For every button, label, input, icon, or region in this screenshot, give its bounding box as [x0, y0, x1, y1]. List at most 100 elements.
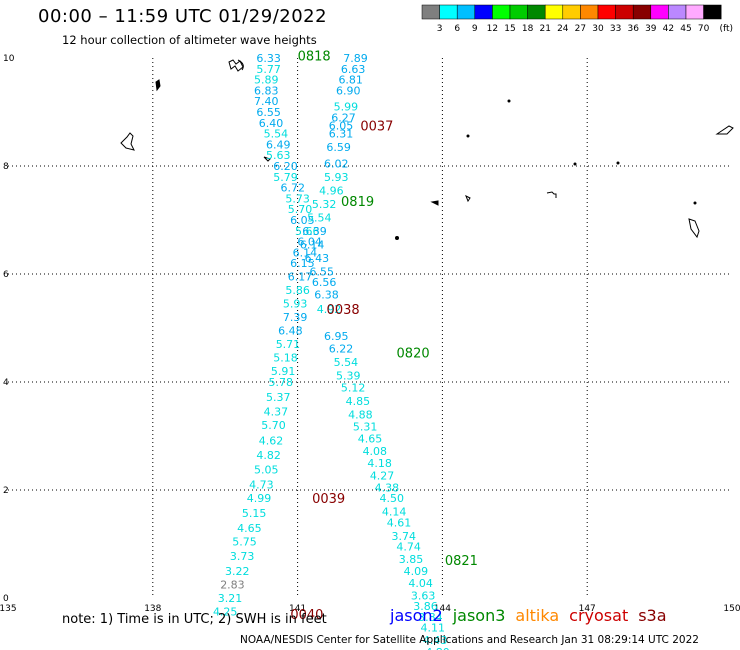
wave-height-value: 3.21 — [218, 592, 243, 605]
pass-time-label: 0038 — [327, 303, 360, 318]
legend-swatch — [562, 4, 581, 20]
wave-height-value: 5.73 — [285, 192, 310, 205]
wave-height-value: 5.70 — [261, 419, 286, 432]
wave-height-value: 6.02 — [324, 157, 349, 170]
legend-tick-label: 30 — [592, 24, 604, 34]
legend-tick-label: 18 — [522, 24, 534, 34]
wave-height-value: 4.96 — [319, 184, 344, 197]
island-outline — [507, 99, 511, 103]
island-outline — [120, 132, 135, 151]
legend-swatch — [650, 4, 669, 20]
wave-height-value: 6.27 — [331, 111, 356, 124]
wave-height-value: 2.83 — [220, 579, 245, 592]
pass-time-label: 0037 — [360, 120, 393, 135]
y-tick-label: 4 — [3, 378, 9, 388]
legend-swatch — [632, 4, 652, 20]
wave-height-value: 5.15 — [242, 507, 267, 520]
island-outline — [573, 162, 577, 166]
wave-height-value: 6.31 — [329, 128, 354, 141]
legend-swatch — [492, 4, 511, 20]
legend-tick-label: 70 — [698, 24, 710, 34]
island-outline — [466, 134, 470, 138]
wave-height-value: 4.85 — [346, 395, 371, 408]
legend-swatch — [615, 4, 634, 20]
wave-height-value: 4.27 — [370, 469, 395, 482]
island-outline — [715, 125, 734, 135]
satellite-name-s3a: s3a — [638, 606, 667, 625]
wave-height-value: 6.17 — [288, 271, 313, 284]
legend-swatch — [597, 4, 616, 20]
wave-height-value: 5.93 — [324, 171, 349, 184]
wave-height-value: 6.63 — [341, 63, 366, 76]
wave-height-value: 4.62 — [259, 434, 284, 447]
wave-height-value: 5.91 — [271, 365, 296, 378]
legend-tick-label: 15 — [504, 24, 515, 34]
legend-tick-label: 12 — [487, 24, 498, 34]
wave-height-points: 6.335.775.896.837.406.556.405.546.495.63… — [213, 52, 450, 650]
wave-height-value: 5.32 — [312, 198, 337, 211]
pass-time-label: 0040 — [290, 608, 323, 623]
wave-height-value: 6.05 — [329, 120, 354, 133]
island-outline — [263, 156, 271, 162]
legend-tick-label: 33 — [610, 24, 621, 34]
wave-height-value: 5.63 — [266, 149, 291, 162]
wave-height-value: 4.08 — [363, 445, 388, 458]
wave-height-value: 5.54 — [307, 211, 332, 224]
wave-height-value: 4.74 — [396, 541, 421, 554]
legend-tick-label: 6 — [454, 24, 460, 34]
wave-height-value: 6.83 — [254, 84, 279, 97]
x-tick-label: 135 — [0, 604, 17, 614]
y-tick-label: 10 — [3, 54, 15, 64]
wave-height-value: 6.40 — [259, 117, 284, 130]
legend-swatch — [474, 4, 493, 20]
x-tick-label: 147 — [579, 604, 596, 614]
legend-swatch — [439, 4, 458, 20]
legend-swatch — [685, 4, 704, 20]
wave-height-value: 6.56 — [312, 276, 337, 289]
footer-credit: NOAA/NESDIS Center for Satellite Applica… — [240, 634, 699, 646]
x-tick-label: 150 — [723, 604, 740, 614]
page-subtitle: 12 hour collection of altimeter wave hei… — [62, 33, 317, 47]
wave-height-value: 4.80 — [425, 646, 450, 650]
wave-height-value: 4.25 — [213, 606, 238, 619]
wave-height-value: 5.79 — [273, 171, 298, 184]
wave-height-value: 4.88 — [348, 408, 373, 421]
satellite-name-jason2: jason2 — [390, 606, 443, 625]
wave-height-value: 5.93 — [283, 298, 308, 311]
wave-height-value: 4.99 — [247, 492, 272, 505]
wave-height-value: 4.43 — [423, 634, 448, 647]
wave-height-value: 5.37 — [266, 391, 291, 404]
wave-height-value: 4.50 — [379, 492, 404, 505]
wave-height-value: 6.20 — [273, 160, 298, 173]
wave-height-value: 6.95 — [324, 330, 349, 343]
wave-height-value: 5.31 — [353, 420, 378, 433]
wave-height-value: 6.39 — [302, 225, 327, 238]
pass-time-label: 0820 — [397, 346, 430, 361]
wave-height-value: 5.05 — [254, 463, 279, 476]
pass-time-labels: 0818 0037 0819 0038 0820 0039 0821 0040 — [290, 49, 478, 623]
legend-tick-label: 36 — [627, 24, 639, 34]
wave-height-value: 5.66 — [295, 225, 320, 238]
wave-height-value: 3.63 — [411, 589, 436, 602]
y-tick-label: 2 — [3, 486, 9, 496]
island-outline — [430, 200, 439, 206]
wave-height-value: 4.14 — [382, 506, 407, 519]
wave-height-value: 6.15 — [290, 257, 315, 270]
x-tick-label: 141 — [289, 604, 306, 614]
wave-height-value: 4.09 — [404, 565, 429, 578]
wave-height-value: 6.81 — [338, 74, 363, 87]
legend-tick-label: 9 — [472, 24, 478, 34]
satellite-name-cryosat: cryosat — [569, 606, 629, 625]
island-outline — [237, 59, 244, 71]
legend-swatch — [668, 4, 687, 20]
wave-height-value: 3.86 — [413, 600, 438, 613]
pass-time-label: 0819 — [341, 195, 374, 210]
wave-height-value: 5.86 — [285, 284, 310, 297]
wave-height-value: 5.18 — [273, 352, 298, 365]
island-outline — [616, 161, 620, 165]
wave-height-value: 5.54 — [334, 356, 359, 369]
legend-tick-label: 39 — [645, 24, 657, 34]
legend-swatch — [421, 4, 440, 20]
legend-swatch — [456, 4, 476, 20]
